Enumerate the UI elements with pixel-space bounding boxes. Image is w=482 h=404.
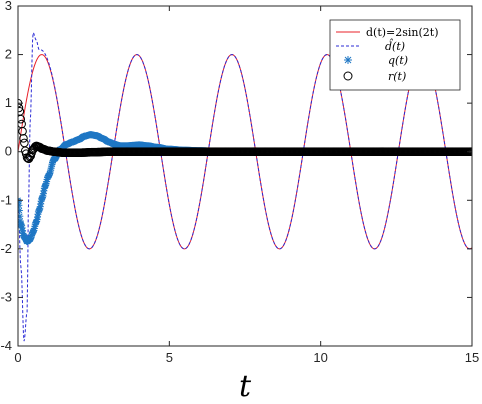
x-tick-label: 0 — [14, 350, 21, 365]
series-layer — [18, 31, 472, 342]
y-tick-label: 1 — [5, 95, 12, 110]
ticks-layer: 0 5 10 15 -4 -3 -2 -1 0 1 2 3 — [0, 0, 479, 365]
y-tick-label: -3 — [0, 289, 12, 304]
legend: d(t)=2sin(2t) d̂(t) q(t) r(t) — [329, 19, 461, 91]
x-axis-label: t — [239, 369, 252, 404]
y-tick-label: 2 — [5, 47, 12, 62]
legend-label-q: q(t) — [388, 54, 408, 67]
x-tick-label: 15 — [465, 350, 479, 365]
legend-label-d: d(t)=2sin(2t) — [366, 26, 439, 39]
y-tick-label: 0 — [5, 144, 12, 159]
x-tick-label: 10 — [313, 350, 327, 365]
legend-label-dhat: d̂(t) — [385, 39, 405, 53]
legend-swatch-r — [343, 71, 353, 81]
r-point — [18, 103, 24, 113]
y-tick-label: -1 — [0, 192, 12, 207]
series-d-line — [18, 54, 472, 250]
series-r-markers — [18, 98, 472, 164]
y-tick-label: -4 — [0, 338, 12, 353]
r-point — [18, 114, 26, 124]
y-tick-label: -2 — [0, 241, 12, 256]
r-point — [19, 134, 28, 143]
x-tick-label: 5 — [166, 350, 173, 365]
y-tick-label: 3 — [5, 0, 12, 13]
r-point — [18, 127, 27, 136]
legend-swatch-q — [344, 56, 352, 64]
legend-label-r: r(t) — [388, 70, 406, 83]
plot-frame — [17, 5, 473, 347]
